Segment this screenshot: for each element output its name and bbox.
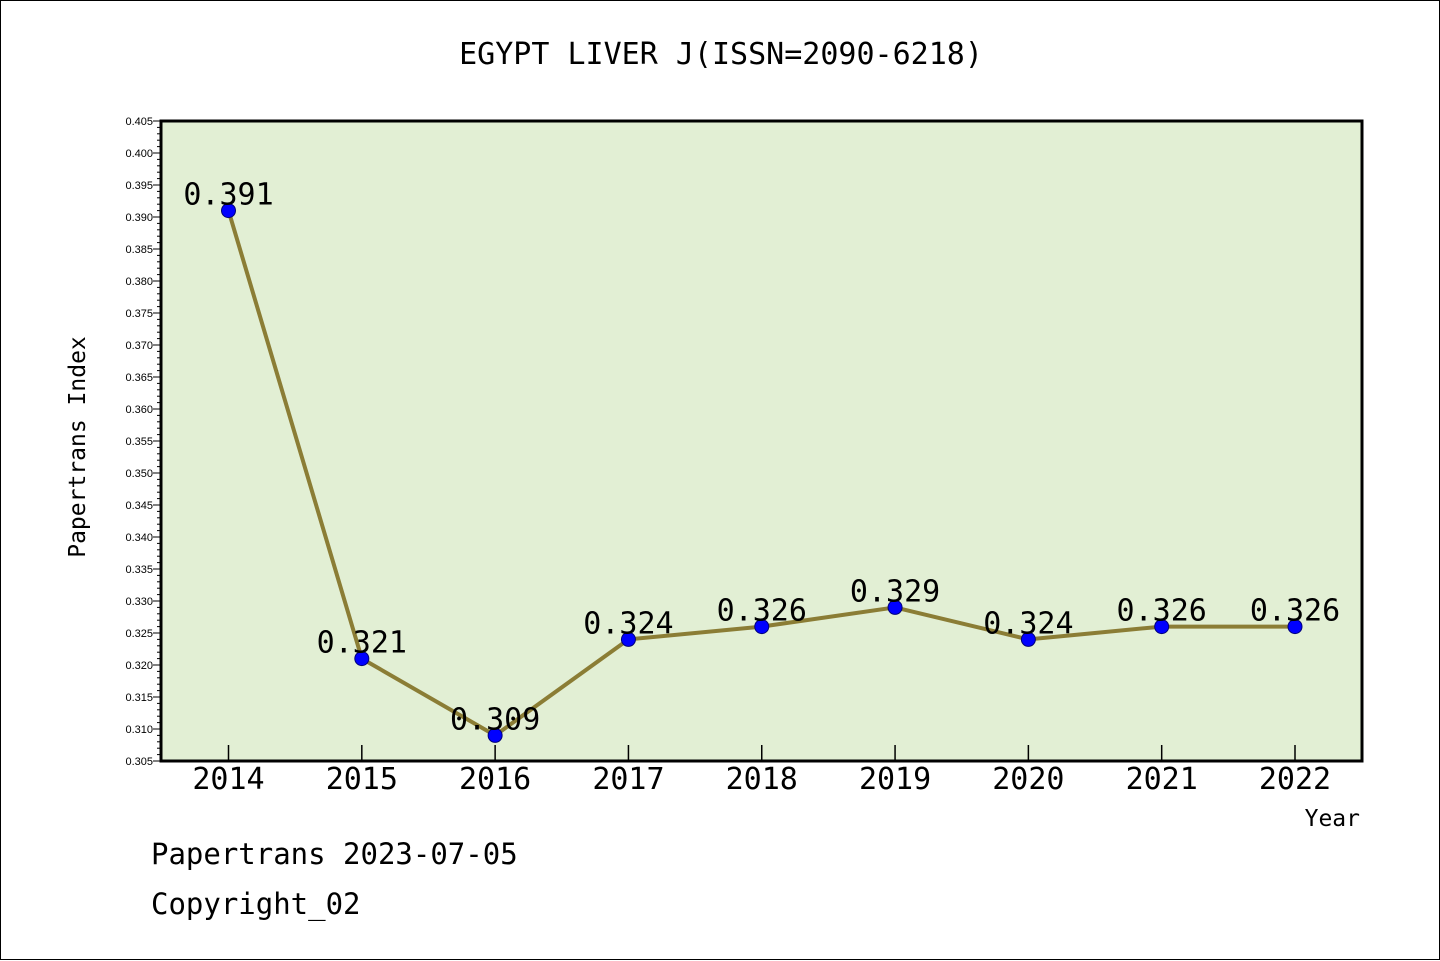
x-tick-label: 2018 (726, 762, 798, 797)
data-label: 0.391 (183, 178, 273, 213)
data-label: 0.309 (450, 702, 540, 737)
y-tick-label: 0.380 (125, 276, 153, 288)
x-tick-label: 2019 (859, 762, 931, 797)
y-tick-label: 0.345 (125, 500, 153, 512)
x-tick-label: 2021 (1126, 762, 1198, 797)
plot-area (159, 119, 1364, 763)
y-tick-label: 0.340 (125, 532, 153, 544)
y-tick-label: 0.315 (125, 692, 153, 704)
y-tick-label: 0.370 (125, 340, 153, 352)
data-point (754, 619, 770, 635)
y-tick-label: 0.350 (125, 468, 153, 480)
x-axis-ticks: 2014 2015 2016 2017 2018 2019 2020 2021 2022 (192, 745, 1331, 797)
data-label: 0.324 (583, 606, 673, 641)
y-tick-label: 0.325 (125, 628, 153, 640)
y-axis-label: Papertrans Index (65, 336, 91, 558)
y-tick-label: 0.365 (125, 372, 153, 384)
data-point (1154, 619, 1170, 635)
x-tick-label: 2022 (1259, 762, 1331, 797)
y-tick-label: 0.390 (125, 212, 153, 224)
y-tick-label: 0.305 (125, 756, 153, 768)
data-point (221, 203, 236, 219)
y-axis-ticks: 0.305 0.310 0.315 0.320 0.325 0.330 0.335 0.340… (125, 116, 161, 768)
y-tick-label: 0.360 (125, 404, 153, 416)
x-tick-label: 2016 (459, 762, 531, 797)
x-tick-label: 2020 (992, 762, 1064, 797)
y-tick-label: 0.330 (125, 596, 153, 608)
series (221, 203, 1303, 743)
data-label: 0.321 (317, 626, 407, 661)
y-tick-label: 0.395 (125, 180, 153, 192)
y-tick-label: 0.405 (125, 116, 153, 128)
chart-title: EGYPT LIVER J(ISSN=2090-6218) (459, 37, 983, 72)
x-tick-label: 2017 (592, 762, 664, 797)
y-tick-label: 0.335 (125, 564, 153, 576)
data-point (887, 599, 903, 615)
y-tick-label: 0.355 (125, 436, 153, 448)
footer-copyright: Copyright_02 (151, 887, 361, 921)
x-tick-label: 2014 (192, 762, 264, 797)
x-axis-label: Year (1305, 806, 1360, 832)
x-tick-label: 2015 (326, 762, 398, 797)
y-tick-label: 0.385 (125, 244, 153, 256)
data-point (1020, 631, 1036, 647)
y-tick-label: 0.375 (125, 308, 153, 320)
data-label: 0.324 (983, 606, 1073, 641)
data-label: 0.326 (1117, 594, 1207, 629)
data-label: 0.326 (1250, 594, 1340, 629)
y-tick-label: 0.400 (125, 148, 153, 160)
y-tick-label: 0.310 (125, 724, 153, 736)
data-label: 0.329 (850, 574, 940, 609)
footer-date: Papertrans 2023-07-05 (151, 837, 518, 871)
y-tick-label: 0.320 (125, 660, 153, 672)
data-point (620, 631, 636, 647)
data-point (487, 727, 503, 743)
data-labels: 0.391 0.321 0.309 0.324 0.326 0.329 0.324 0.326… (183, 178, 1340, 738)
data-label: 0.326 (717, 594, 807, 629)
data-point (354, 651, 370, 667)
data-point (1287, 619, 1303, 635)
